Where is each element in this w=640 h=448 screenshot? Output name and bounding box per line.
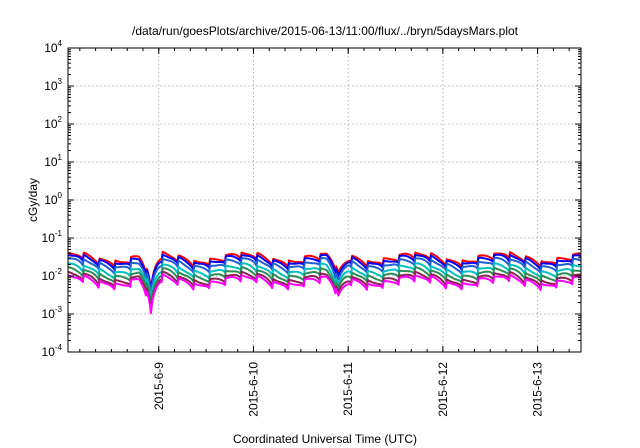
series-line (68, 256, 582, 296)
y-tick-label: 102 (44, 115, 62, 131)
y-tick-label: 101 (44, 153, 62, 169)
y-tick-label: 104 (44, 39, 62, 55)
y-tick-label: 103 (44, 77, 62, 93)
x-axis-label: Coordinated Universal Time (UTC) (233, 432, 417, 446)
chart-title: /data/run/goesPlots/archive/2015-06-13/1… (132, 24, 519, 38)
y-axis: 10-4 10-3 10-2 10-1 100 101 102 103 104 (42, 39, 581, 359)
y-tick-label: 10-3 (42, 305, 63, 321)
y-tick-label: 10-1 (42, 229, 63, 245)
y-tick-label: 10-4 (42, 343, 63, 359)
x-tick-label: 2015-6-9 (152, 362, 166, 410)
series-line (68, 262, 582, 302)
y-tick-label: 10-2 (42, 267, 63, 283)
series-line (67, 253, 582, 293)
series-line (67, 273, 582, 315)
grid (68, 48, 581, 352)
x-tick-label: 2015-6-11 (341, 362, 355, 416)
plot-lines (67, 250, 582, 315)
x-tick-label: 2015-6-12 (436, 362, 450, 417)
y-axis-label: cGy/day (26, 178, 40, 222)
x-tick-label: 2015-6-13 (531, 362, 545, 417)
y-tick-label: 100 (44, 191, 62, 207)
x-axis: 2015-6-9 2015-6-10 2015-6-11 2015-6-12 2015-… (79, 48, 570, 417)
series-line (67, 266, 581, 307)
x-tick-label: 2015-6-10 (246, 362, 260, 417)
